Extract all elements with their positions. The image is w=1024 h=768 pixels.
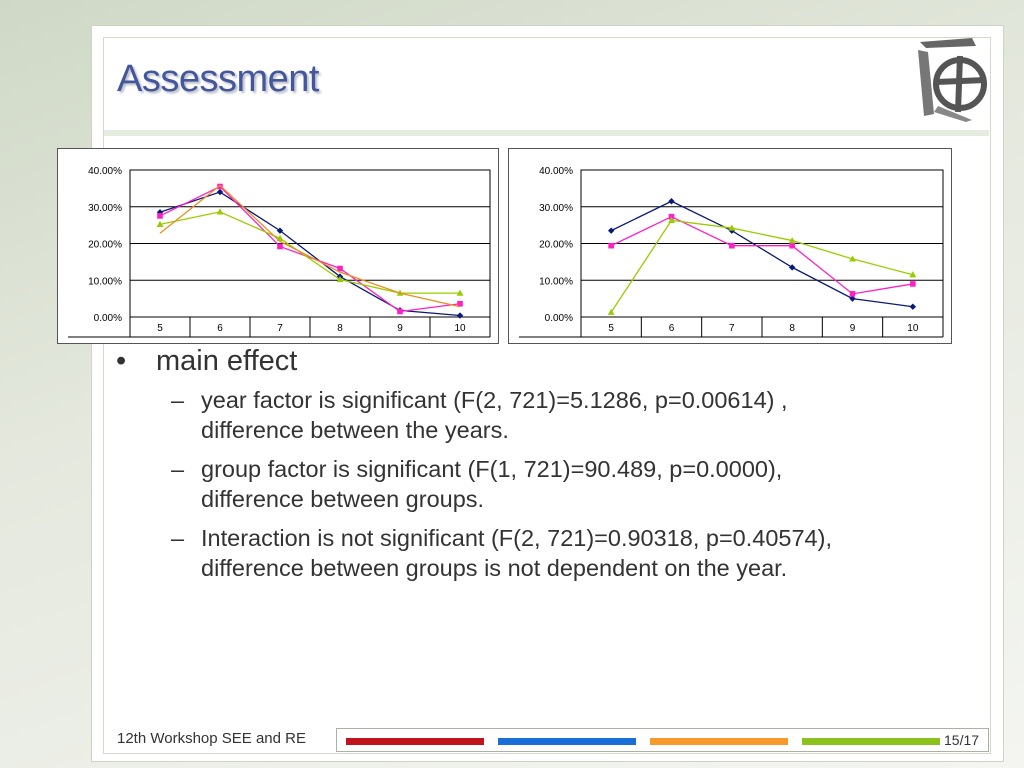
data-point: [668, 213, 675, 220]
sub-item-line: year factor is significant (F(2, 721)=5.…: [201, 387, 788, 413]
data-point: [849, 295, 856, 302]
y-tick-label: 0.00%: [94, 313, 122, 324]
y-tick-label: 30.00%: [539, 203, 573, 214]
bullet-dot-icon: •: [116, 345, 127, 377]
x-tick-label: 10: [907, 323, 919, 334]
y-tick-label: 20.00%: [88, 240, 122, 251]
data-point: [457, 300, 463, 307]
footer-label: 12th Workshop SEE and RE: [117, 730, 306, 747]
y-tick-label: 40.00%: [539, 166, 573, 177]
data-point: [849, 255, 856, 262]
data-point: [668, 216, 675, 223]
x-tick-label: 5: [157, 323, 163, 334]
x-tick-label: 8: [789, 323, 795, 334]
data-point: [277, 243, 283, 250]
data-point: [788, 236, 796, 244]
chart-right: 0.00% 10.00% 20.00% 30.00% 40.00% 5 6 7 8 9 10: [508, 148, 952, 344]
slide-frame: [103, 37, 991, 754]
x-tick-label: 6: [217, 323, 223, 334]
sub-item-line: Interaction is not significant (F(2, 721…: [201, 525, 832, 551]
slide-content: • main effect – year factor is significa…: [116, 343, 986, 592]
x-tick-label: 9: [850, 323, 856, 334]
data-point: [849, 291, 856, 297]
data-point: [276, 227, 284, 234]
data-point: [910, 281, 916, 287]
data-point: [157, 213, 163, 219]
data-point: [728, 224, 736, 231]
series-line: [610, 219, 913, 313]
x-tick-label: 6: [669, 323, 675, 334]
data-point: [909, 303, 917, 310]
sub-item-line: difference between groups is not depende…: [201, 555, 788, 581]
data-point: [336, 275, 344, 283]
page-number: 15/17: [944, 732, 980, 748]
data-point: [729, 242, 735, 249]
data-point: [456, 289, 464, 296]
series-line: [610, 200, 913, 308]
sub-item-year: – year factor is significant (F(2, 721)=…: [116, 385, 986, 445]
x-tick-label: 8: [337, 323, 343, 334]
series-line: [610, 215, 913, 295]
footer-bar-green: [802, 738, 940, 745]
slide-title: Assessment: [117, 58, 319, 100]
y-tick-label: 20.00%: [539, 240, 573, 251]
dash-icon: –: [171, 387, 185, 413]
chart-left: 0.00% 10.00% 20.00% 30.00% 40.00% 5 6 7 8 9 10: [57, 148, 499, 344]
data-point: [607, 308, 615, 315]
series-line: [159, 184, 461, 308]
main-bullet: • main effect: [116, 343, 986, 379]
footer-bar-orange: [650, 738, 788, 745]
y-tick-label: 0.00%: [545, 313, 573, 324]
sub-item-line: group factor is significant (F(1, 721)=9…: [201, 456, 783, 482]
main-bullet-text: main effect: [156, 345, 298, 377]
x-tick-label: 9: [397, 323, 403, 334]
series-line: [159, 185, 461, 313]
y-tick-label: 40.00%: [88, 166, 122, 177]
x-tick-label: 5: [608, 323, 614, 334]
y-tick-label: 10.00%: [88, 276, 122, 287]
y-tick-label: 10.00%: [539, 276, 573, 287]
data-point: [156, 220, 164, 227]
series-line: [159, 191, 461, 317]
series-line: [159, 211, 460, 294]
header-band: [104, 38, 989, 136]
data-point: [456, 312, 464, 319]
footer-bar-blue: [498, 738, 636, 745]
data-point: [397, 308, 403, 315]
sub-item-group: – group factor is significant (F(1, 721)…: [116, 454, 986, 514]
data-point: [607, 227, 615, 234]
sub-item-interaction: – Interaction is not significant (F(2, 7…: [116, 523, 986, 583]
data-point: [216, 188, 224, 196]
data-point: [608, 242, 614, 249]
x-tick-label: 7: [277, 323, 283, 334]
data-point: [788, 264, 796, 271]
sub-item-line: difference between groups.: [201, 486, 485, 512]
x-tick-label: 10: [454, 323, 466, 334]
x-tick-label: 7: [729, 323, 735, 334]
footer-bar-red: [346, 738, 484, 745]
university-logo-icon: [918, 38, 987, 122]
slide: [91, 25, 1004, 762]
dash-icon: –: [171, 525, 185, 551]
data-point: [217, 183, 223, 190]
sub-item-line: difference between the years.: [201, 417, 509, 443]
data-point: [789, 242, 795, 249]
data-point: [909, 271, 917, 278]
data-point: [216, 208, 224, 215]
data-point: [337, 265, 343, 272]
dash-icon: –: [171, 456, 185, 482]
data-point: [668, 198, 675, 205]
y-tick-label: 30.00%: [88, 203, 122, 214]
